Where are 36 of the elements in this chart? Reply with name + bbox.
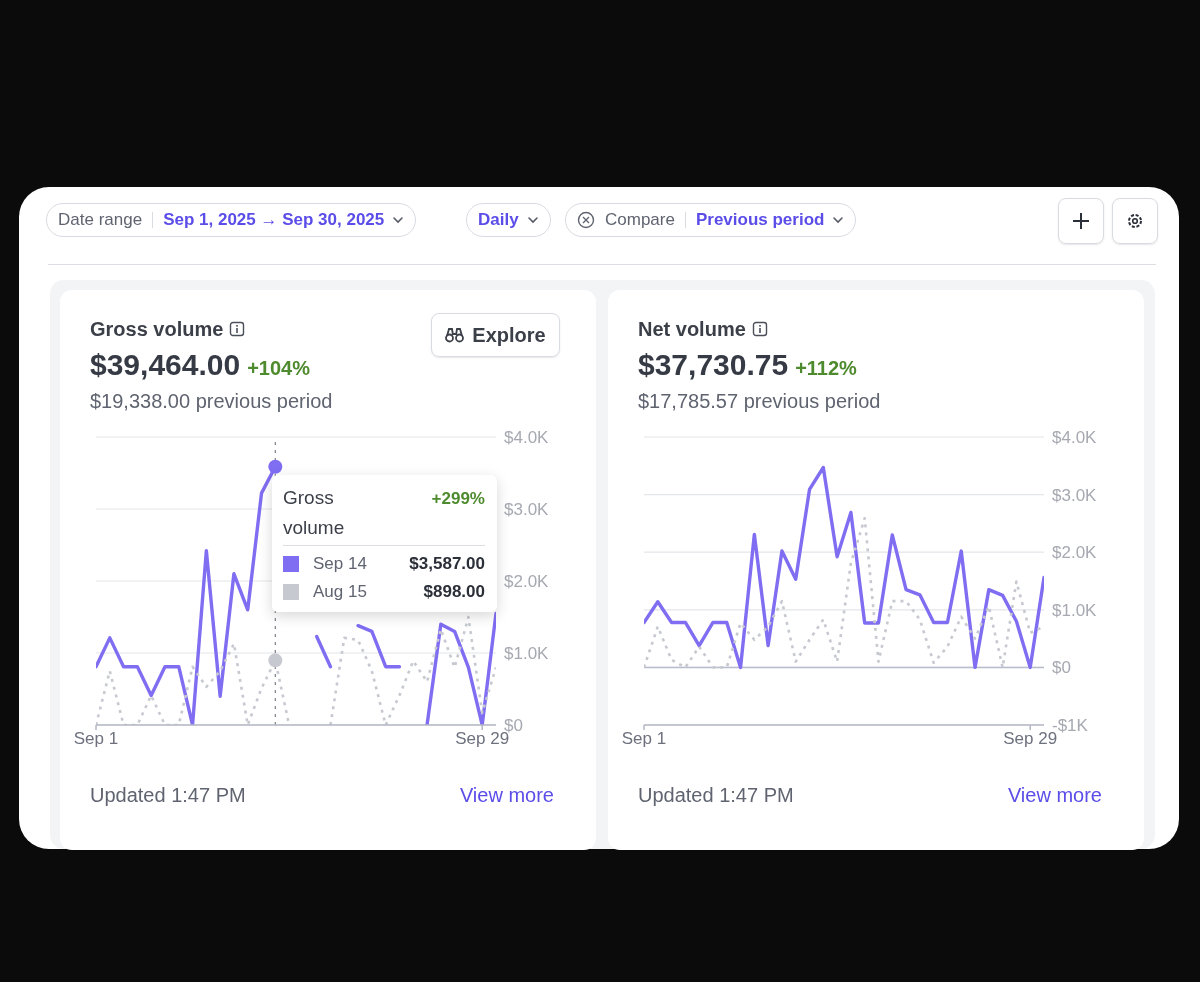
x-tick-label: Sep 1 [73,729,119,749]
x-tick-label: Sep 29 [1003,729,1058,749]
text: View more [1007,784,1102,807]
y-tick-label: $2.0K [504,572,550,592]
text: Date range [58,210,143,230]
text: Gross volume [283,486,346,540]
annotation: +299% [431,489,485,510]
chart-title: Net volume [638,318,747,341]
y-tick-label: $1.0K [504,644,550,664]
chart-title: Gross volume [90,318,224,340]
y-tick-label: $4.0K [504,428,550,448]
text: View more [459,784,554,807]
text: Daily [478,210,519,230]
text: Explore [431,313,560,357]
text: +112% [795,357,857,379]
text: Sep 1, 2025 → Sep 30, 2025 [163,210,385,230]
text: $19,338.00 previous period [90,390,333,413]
y-tick-label: $4.0K [1052,428,1098,448]
text: Compare [605,210,675,230]
text: $39,464.00 [90,348,241,381]
y-tick-label: $1.0K [1052,600,1098,620]
annotation: Aug 15 [313,582,368,602]
text: Updated 1:47 PM [638,784,794,807]
y-tick-label: $3.0K [504,500,550,520]
annotation: Sep 14 [313,554,368,574]
text: +104% [247,357,310,379]
text: $37,730.75 [638,348,789,381]
annotation: $3,587.00 [409,554,485,574]
text: Previous period [695,210,825,230]
y-tick-label: $0 [1052,658,1071,678]
text: Updated 1:47 PM [90,784,246,807]
text: $17,785.57 previous period [638,390,881,413]
y-tick-label: $2.0K [1052,543,1098,563]
x-tick-label: Sep 1 [621,729,667,749]
annotation: $898.00 [423,582,485,602]
y-tick-label: $3.0K [1052,485,1098,505]
